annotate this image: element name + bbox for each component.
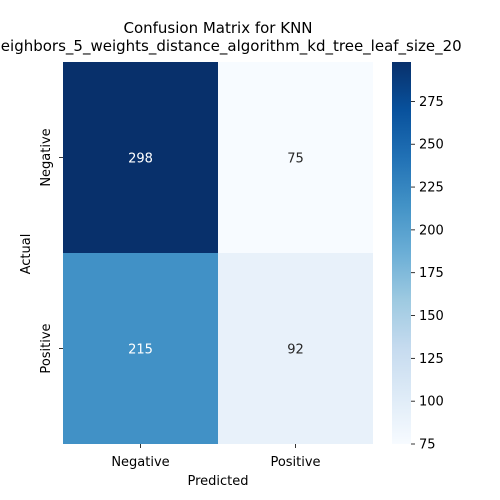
x-axis-ticks: Negative Positive xyxy=(111,444,321,470)
colorbar xyxy=(392,62,411,444)
heatmap-cell-labels: 298 75 215 92 xyxy=(128,152,304,358)
colorbar-ticks: 75 100 125 150 175 200 225 250 275 xyxy=(411,95,444,453)
y-axis-label: Actual xyxy=(19,234,34,275)
colorbar-tick-label: 250 xyxy=(419,138,444,153)
cell-value-label: 92 xyxy=(287,343,304,358)
colorbar-tick-label: 150 xyxy=(419,309,444,324)
cell-value-label: 298 xyxy=(128,152,153,167)
heatmap-cell xyxy=(218,62,373,253)
colorbar-tick-label: 275 xyxy=(419,95,444,110)
chart-title: Confusion Matrix for KNN xyxy=(123,19,312,37)
cell-value-label: 75 xyxy=(287,152,304,167)
chart-subtitle: n_neighbors_5_weights_distance_algorithm… xyxy=(0,37,462,56)
colorbar-tick-label: 175 xyxy=(419,266,444,281)
y-tick-label: Negative xyxy=(39,128,54,186)
colorbar-tick-label: 75 xyxy=(419,438,436,453)
heatmap-cell xyxy=(63,253,218,444)
x-tick-label: Positive xyxy=(270,455,320,470)
colorbar-tick-label: 225 xyxy=(419,181,444,196)
x-axis-label: Predicted xyxy=(187,474,248,489)
colorbar-tick-label: 100 xyxy=(419,395,444,410)
y-tick-label: Positive xyxy=(39,323,54,373)
colorbar-tick-label: 125 xyxy=(419,352,444,367)
heatmap-cell xyxy=(218,253,373,444)
cell-value-label: 215 xyxy=(128,343,153,358)
y-axis-ticks: Negative Positive xyxy=(39,128,63,374)
heatmap-cell xyxy=(63,62,218,253)
colorbar-tick-label: 200 xyxy=(419,223,444,238)
x-tick-label: Negative xyxy=(111,455,169,470)
heatmap-cells xyxy=(63,62,373,444)
